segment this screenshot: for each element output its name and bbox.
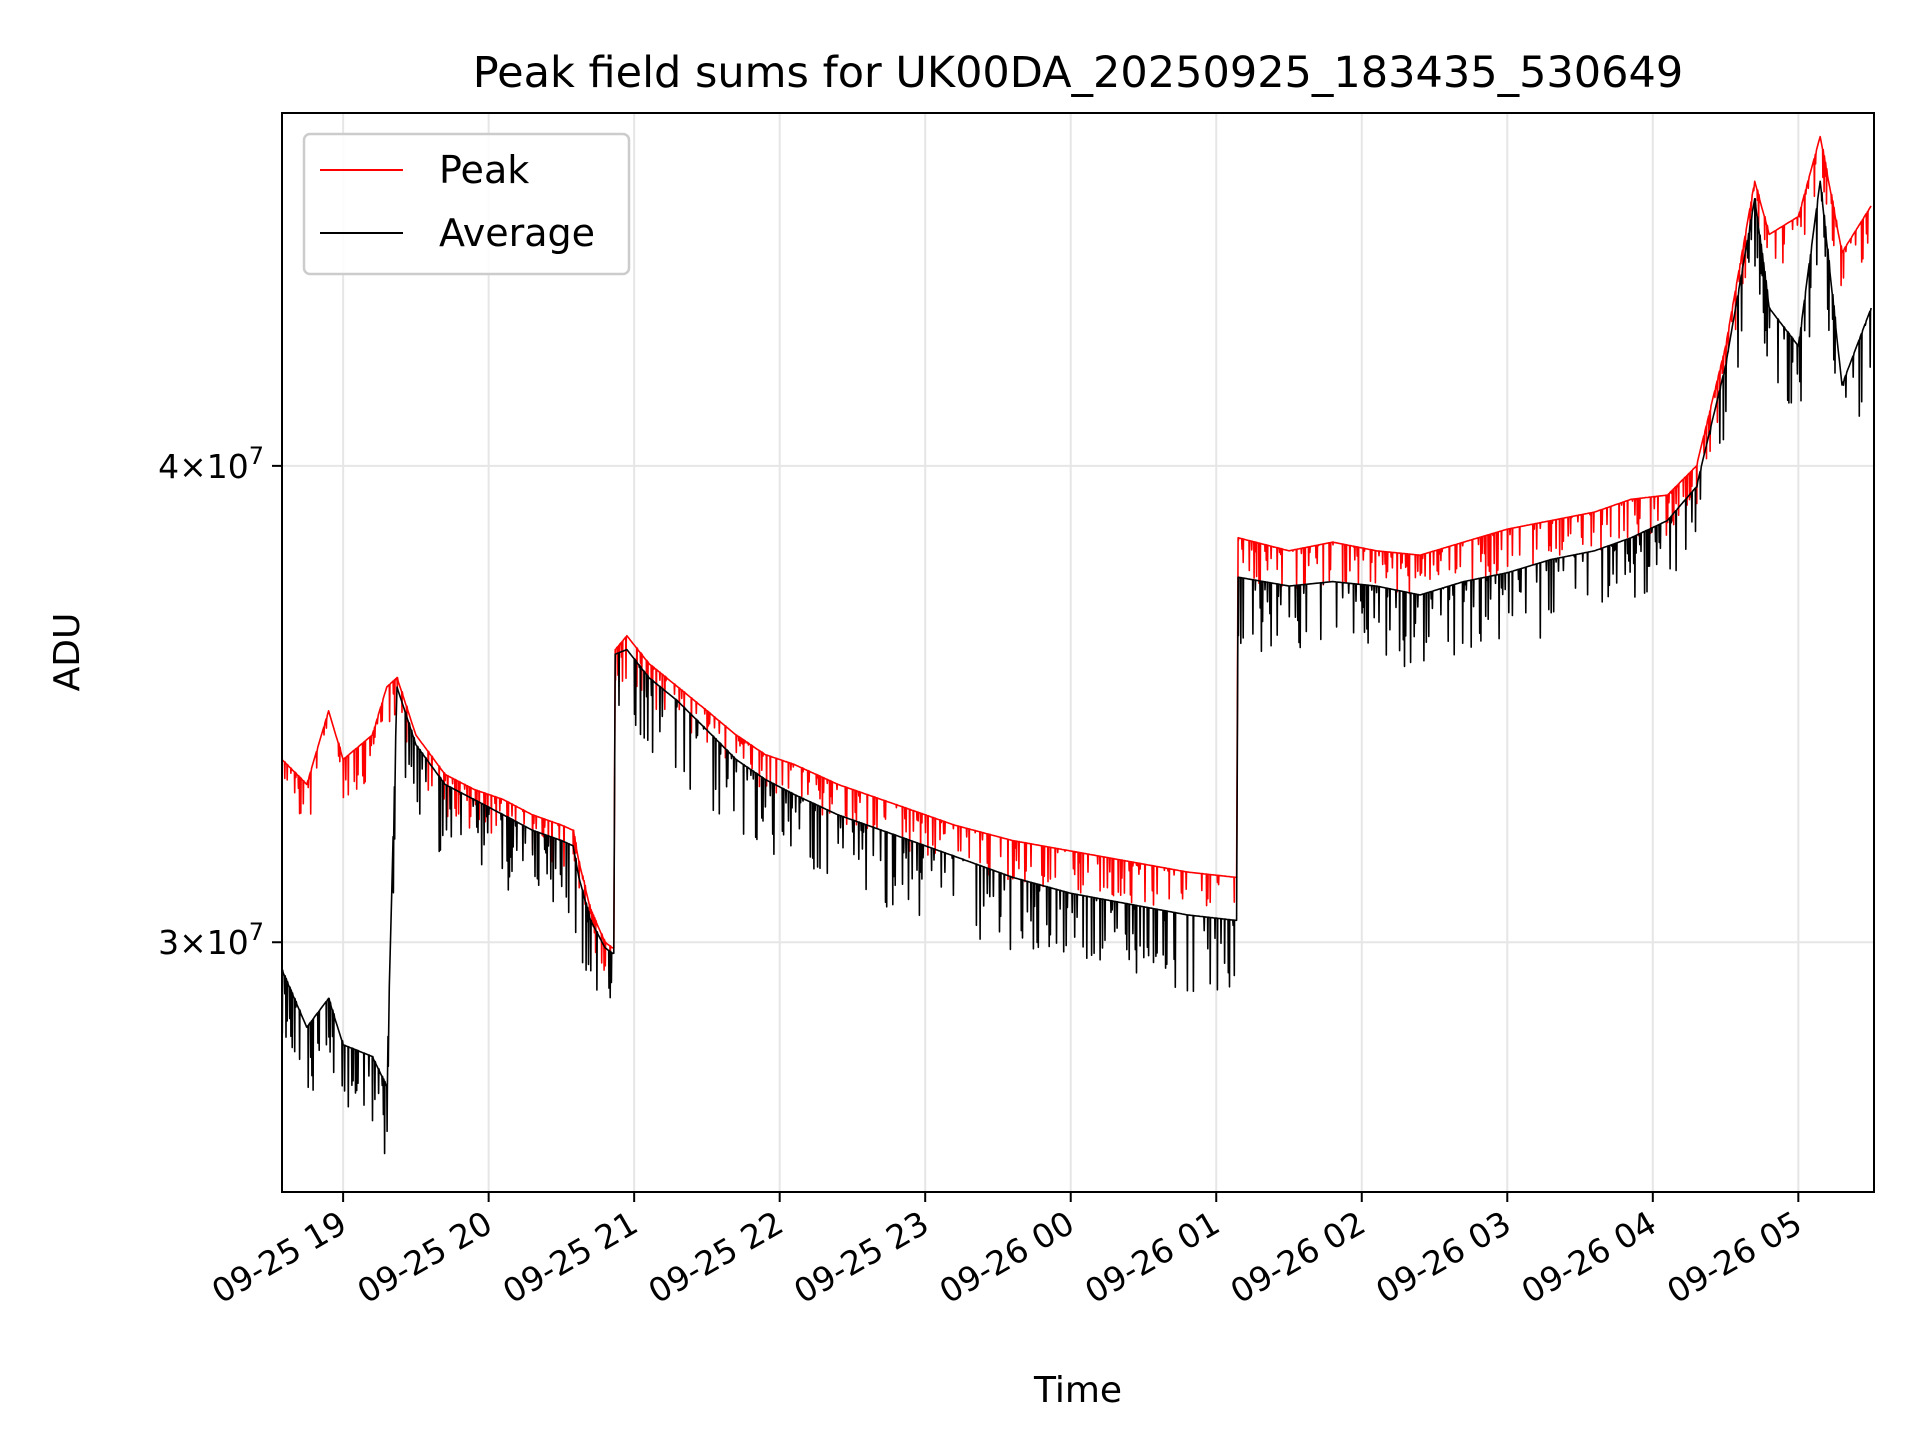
y-axis-ticks: 3×107 4×107 xyxy=(158,442,282,962)
y-axis-label: ADU xyxy=(47,613,88,692)
y-tick-label: 3×107 xyxy=(158,918,264,962)
x-axis-label: Time xyxy=(1033,1370,1122,1411)
legend: Peak Average xyxy=(302,132,631,276)
legend-average-label: Average xyxy=(439,211,595,255)
grid xyxy=(282,113,1874,1192)
y-tick-label: 4×107 xyxy=(158,442,264,486)
series-layer xyxy=(282,135,1872,1155)
chart-title: Peak field sums for UK00DA_20250925_1834… xyxy=(473,48,1683,98)
legend-peak-label: Peak xyxy=(439,148,529,192)
series-line-peak xyxy=(282,135,1872,971)
series-line-average xyxy=(282,180,1872,1155)
plot-frame xyxy=(281,112,1875,1193)
